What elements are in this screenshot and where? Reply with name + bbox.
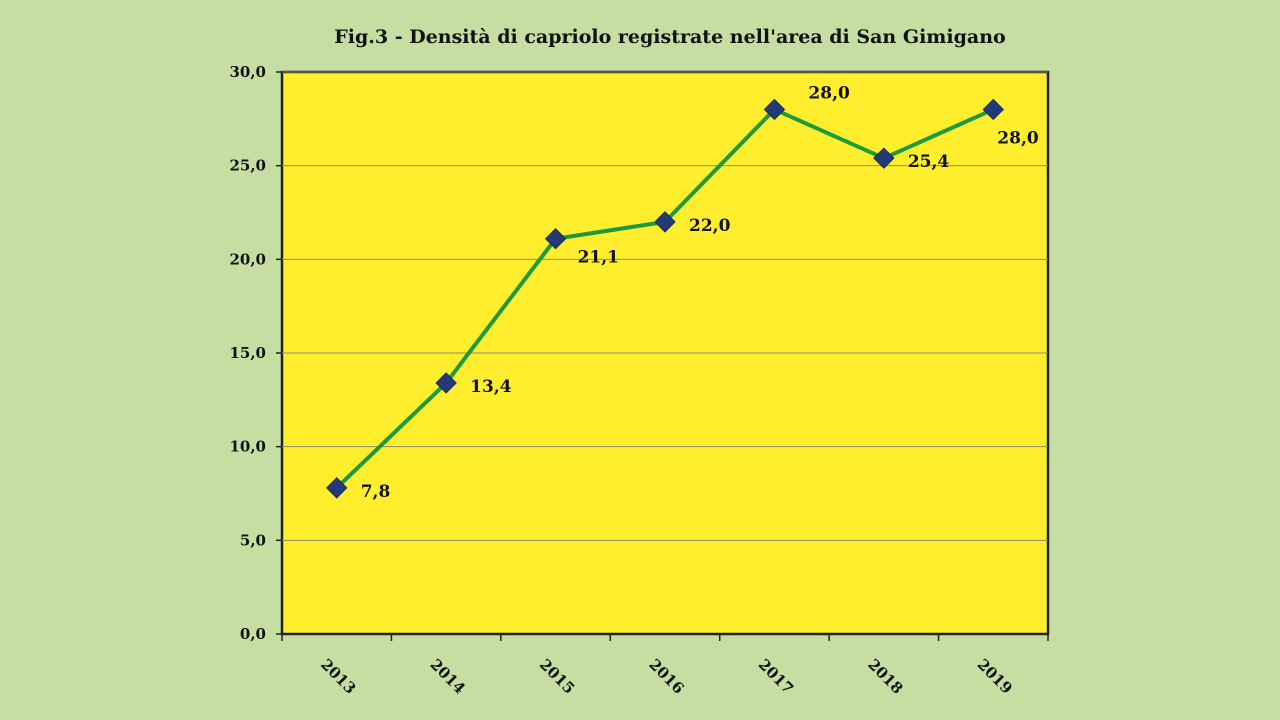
y-tick-label: 30,0 [229, 63, 266, 81]
y-tick-label: 15,0 [229, 344, 266, 362]
data-label: 21,1 [578, 248, 619, 268]
chart-title: Fig.3 - Densità di capriolo registrate n… [334, 26, 1006, 48]
x-category-label: 2015 [536, 655, 578, 697]
data-label: 28,0 [997, 128, 1039, 148]
data-label: 22,0 [689, 216, 731, 236]
data-point-marker [873, 147, 895, 169]
x-category-label: 2013 [317, 655, 359, 697]
x-category-label: 2017 [755, 655, 797, 697]
y-tick-label: 20,0 [229, 250, 266, 268]
data-label: 28,0 [808, 83, 850, 103]
y-tick-label: 10,0 [229, 438, 266, 456]
data-point-marker [763, 98, 786, 121]
data-point-marker [982, 98, 1004, 121]
x-category-label: 2016 [645, 655, 687, 697]
data-label: 13,4 [470, 377, 512, 397]
data-point-marker [544, 228, 567, 250]
x-category-label: 2018 [864, 655, 906, 697]
x-category-label: 2019 [974, 655, 1016, 697]
data-point-marker [435, 372, 457, 394]
data-label: 25,4 [908, 152, 950, 172]
y-tick-label: 0,0 [240, 625, 266, 643]
x-category-label: 2014 [427, 655, 469, 697]
y-tick-label: 25,0 [229, 157, 266, 175]
data-point-marker [654, 211, 676, 233]
y-tick-label: 5,0 [240, 531, 266, 549]
data-label: 7,8 [361, 482, 391, 502]
data-point-marker [326, 477, 348, 499]
